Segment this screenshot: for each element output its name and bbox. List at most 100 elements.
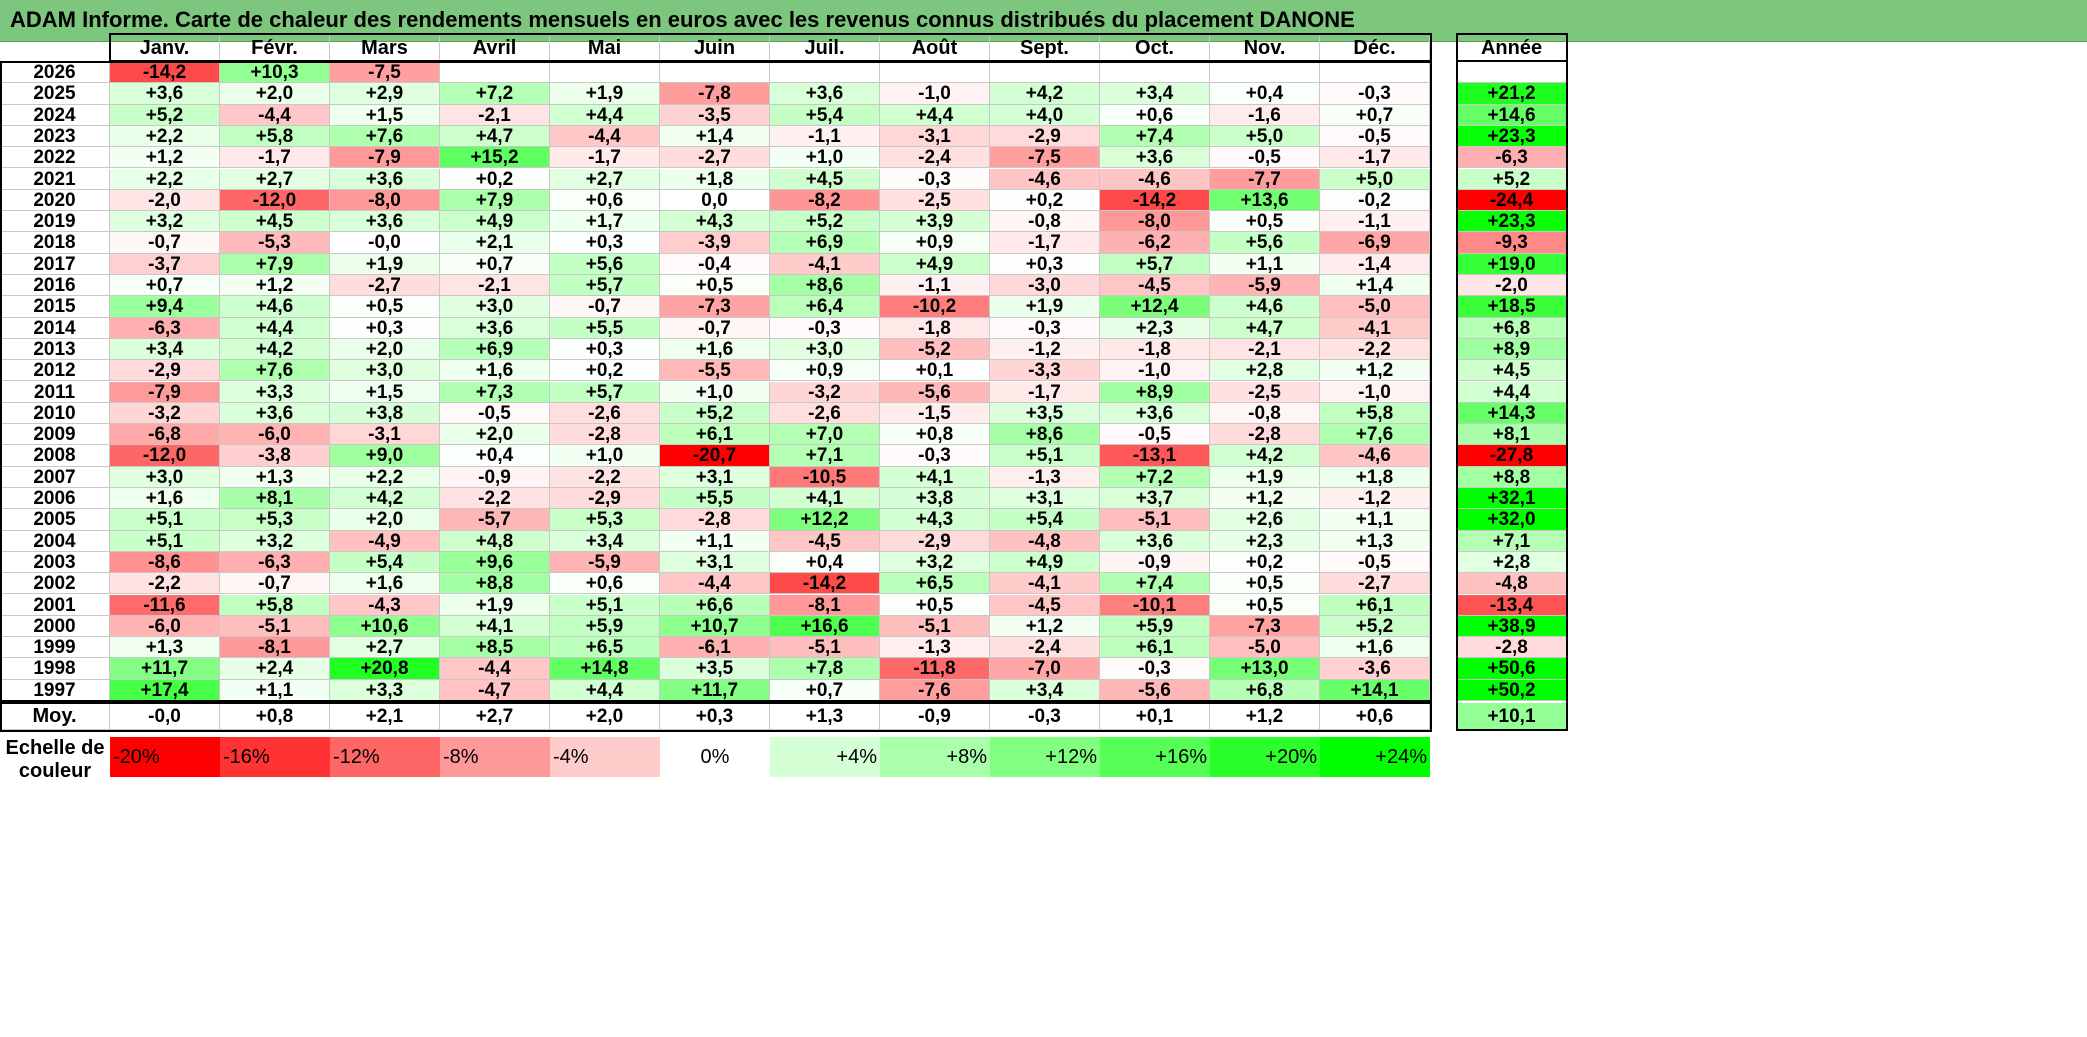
row-year-label: 2026 [0,62,110,84]
annual-cell: +38,9 [1457,615,1567,638]
heatmap-cell: +0,2 [1210,551,1320,574]
heatmap-cell: +1,1 [660,530,770,552]
month-header: Avril [440,35,550,62]
heatmap-cell: -1,0 [1320,381,1430,403]
month-header: Mai [550,35,660,62]
heatmap-cell: +3,2 [880,551,990,574]
heatmap-cell: +7,0 [770,424,880,446]
heatmap-cell: +8,1 [220,488,330,510]
heatmap-cell: -0,3 [1320,83,1430,105]
heatmap-cell: +3,3 [220,381,330,403]
row-year-label: 2016 [0,275,110,297]
annual-cell: +50,2 [1457,679,1567,701]
heatmap-cell: +7,4 [1100,573,1210,595]
heatmap-cell: +5,6 [550,253,660,275]
annual-cell: +32,0 [1457,509,1567,531]
row-year-label: 2005 [0,509,110,531]
row-year-label: 2010 [0,402,110,425]
row-year-label: 2020 [0,189,110,212]
heatmap-cell: +1,3 [1320,530,1430,552]
heatmap-cell: -4,7 [440,679,550,701]
heatmap-cell [1320,62,1430,84]
annual-cell: -6,3 [1457,147,1567,169]
scale-swatch: +24% [1320,737,1430,777]
heatmap-cell: +3,5 [990,402,1100,425]
heatmap-cell: +3,0 [330,360,440,382]
row-year-label: 1997 [0,679,110,701]
heatmap-cell: +6,9 [770,232,880,254]
heatmap-cell: -8,1 [770,594,880,616]
heatmap-cell: +5,1 [110,530,220,552]
heatmap-cell: -7,5 [330,62,440,84]
heatmap-cell: +6,1 [1320,594,1430,616]
heatmap-cell: +7,4 [1100,125,1210,148]
month-header: Sept. [990,35,1100,62]
heatmap-cell: +7,9 [440,189,550,212]
heatmap-cell: -1,0 [1100,360,1210,382]
heatmap-cell: +2,2 [110,168,220,190]
heatmap-cell: -0,5 [1100,424,1210,446]
heatmap-cell: -5,1 [220,615,330,638]
scale-swatch: +20% [1210,737,1320,777]
heatmap-cell: -5,9 [550,551,660,574]
heatmap-cell: +5,2 [1320,615,1430,638]
heatmap-cell: +4,9 [440,211,550,233]
heatmap-cell: -4,4 [440,658,550,680]
heatmap-cell: +14,1 [1320,679,1430,701]
average-row-label: Moy. [0,703,110,730]
heatmap-cell: -2,0 [110,189,220,212]
heatmap-cell: +4,7 [440,125,550,148]
scale-swatch: +8% [880,737,990,777]
heatmap-cell: +0,9 [880,232,990,254]
heatmap-cell: -5,2 [880,338,990,361]
heatmap-cell: -1,7 [990,381,1100,403]
heatmap-cell: -3,2 [770,381,880,403]
heatmap-cell: -4,4 [550,125,660,148]
heatmap-cell: -13,1 [1100,445,1210,467]
heatmap-cell: +0,7 [1320,104,1430,126]
heatmap-cell: -2,6 [770,402,880,425]
heatmap-cell: -6,2 [1100,232,1210,254]
average-cell: +2,7 [440,703,550,730]
heatmap-cell: +7,2 [440,83,550,105]
heatmap-cell: +3,6 [1100,530,1210,552]
heatmap-cell: +6,6 [660,594,770,616]
row-year-label: 2017 [0,253,110,275]
heatmap-cell: +11,7 [660,679,770,701]
heatmap-cell: +4,5 [220,211,330,233]
heatmap-cell: +1,6 [330,573,440,595]
heatmap-cell: -7,5 [990,147,1100,169]
heatmap-cell: +3,6 [110,83,220,105]
heatmap-cell: +7,9 [220,253,330,275]
heatmap-cell: +5,3 [220,509,330,531]
heatmap-cell: +2,0 [330,509,440,531]
heatmap-cell: +0,2 [440,168,550,190]
heatmap-cell: +4,1 [880,466,990,488]
heatmap-cell: -4,9 [330,530,440,552]
heatmap-cell: +7,2 [1100,466,1210,488]
heatmap-cell: -1,8 [880,317,990,339]
heatmap-cell: -10,2 [880,296,990,318]
heatmap-cell: +3,8 [880,488,990,510]
heatmap-cell: -0,8 [1210,402,1320,425]
heatmap-cell: +2,6 [1210,509,1320,531]
heatmap-cell [990,62,1100,84]
average-cell: +0,1 [1100,703,1210,730]
heatmap-cell: -3,7 [110,253,220,275]
heatmap-cell: -2,9 [880,530,990,552]
heatmap-cell: +5,9 [1100,615,1210,638]
row-year-label: 1999 [0,637,110,659]
heatmap-cell: +0,5 [1210,211,1320,233]
heatmap-cell: +0,6 [1100,104,1210,126]
heatmap-cell: +3,6 [1100,147,1210,169]
heatmap-cell: -0,9 [440,466,550,488]
row-year-label: 2024 [0,104,110,126]
heatmap-cell: +5,8 [1320,402,1430,425]
heatmap-cell: -2,2 [550,466,660,488]
heatmap-cell: -4,5 [1100,275,1210,297]
annual-cell: +18,5 [1457,296,1567,318]
heatmap-cell: +10,6 [330,615,440,638]
heatmap-cell: -3,1 [880,125,990,148]
heatmap-cell: +3,1 [660,551,770,574]
heatmap-cell: -2,2 [110,573,220,595]
